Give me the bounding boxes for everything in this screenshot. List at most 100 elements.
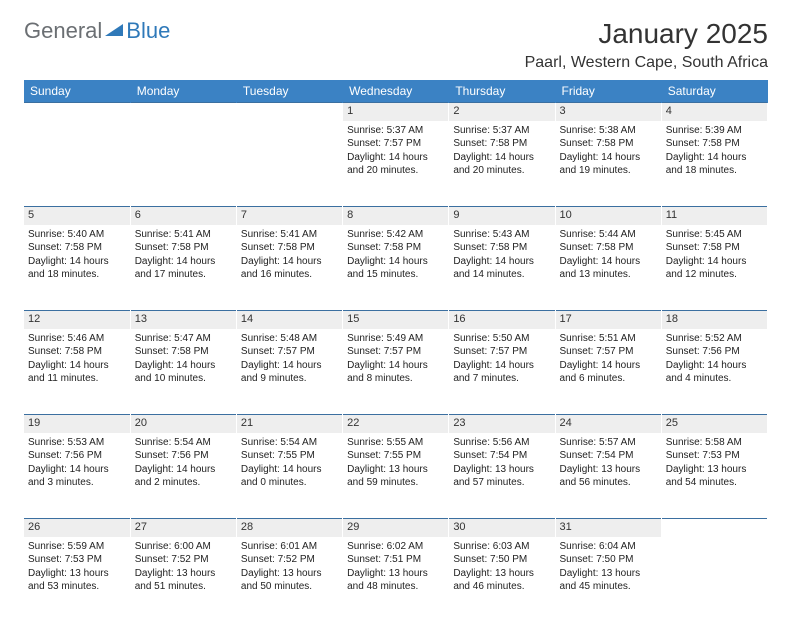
day-info-cell: Sunrise: 5:50 AMSunset: 7:57 PMDaylight:…	[449, 329, 555, 415]
daynum-row: 262728293031	[24, 519, 768, 537]
day-info-line: Daylight: 13 hours	[347, 567, 444, 581]
day-info-cell: Sunrise: 5:38 AMSunset: 7:58 PMDaylight:…	[555, 121, 661, 207]
daynum-row: 19202122232425	[24, 415, 768, 433]
day-info-line: and 46 minutes.	[453, 580, 550, 594]
day-info-line: and 16 minutes.	[241, 268, 338, 282]
day-info-line: and 48 minutes.	[347, 580, 444, 594]
day-number-cell: 9	[449, 207, 555, 225]
day-number-cell: 17	[555, 311, 661, 329]
day-info-line: Daylight: 14 hours	[453, 151, 550, 165]
day-info-cell: Sunrise: 5:37 AMSunset: 7:58 PMDaylight:…	[449, 121, 555, 207]
day-info-line: Sunset: 7:58 PM	[453, 241, 550, 255]
location-label: Paarl, Western Cape, South Africa	[525, 54, 768, 72]
day-number-cell: 22	[343, 415, 449, 433]
day-number-cell	[130, 103, 236, 121]
day-info-line: Sunset: 7:54 PM	[560, 449, 657, 463]
day-info-cell: Sunrise: 5:47 AMSunset: 7:58 PMDaylight:…	[130, 329, 236, 415]
day-info-cell: Sunrise: 6:00 AMSunset: 7:52 PMDaylight:…	[130, 537, 236, 623]
day-info-line: and 0 minutes.	[241, 476, 338, 490]
day-info-line: Sunset: 7:55 PM	[241, 449, 338, 463]
day-info-cell: Sunrise: 5:58 AMSunset: 7:53 PMDaylight:…	[661, 433, 767, 519]
day-info-line: and 14 minutes.	[453, 268, 550, 282]
day-number-cell: 31	[555, 519, 661, 537]
day-info-line: Sunset: 7:58 PM	[666, 241, 763, 255]
day-info-line: Sunrise: 5:37 AM	[347, 124, 444, 138]
day-info-line: and 15 minutes.	[347, 268, 444, 282]
day-info-line: Sunrise: 6:04 AM	[560, 540, 657, 554]
weekday-header: Tuesday	[236, 80, 342, 103]
day-info-line: Sunrise: 6:03 AM	[453, 540, 550, 554]
day-info-line: and 18 minutes.	[666, 164, 763, 178]
day-info-line: Sunset: 7:58 PM	[241, 241, 338, 255]
day-info-line: and 59 minutes.	[347, 476, 444, 490]
day-info-cell: Sunrise: 6:03 AMSunset: 7:50 PMDaylight:…	[449, 537, 555, 623]
page-title: January 2025	[525, 18, 768, 50]
day-info-line: Daylight: 13 hours	[453, 463, 550, 477]
day-info-line: Daylight: 13 hours	[560, 567, 657, 581]
day-info-line: Daylight: 13 hours	[135, 567, 232, 581]
day-info-line: and 45 minutes.	[560, 580, 657, 594]
day-info-line: and 11 minutes.	[28, 372, 126, 386]
day-number-cell: 5	[24, 207, 130, 225]
day-info-line: Daylight: 14 hours	[241, 463, 338, 477]
day-info-line: Sunset: 7:58 PM	[560, 137, 657, 151]
day-info-line: Sunrise: 5:53 AM	[28, 436, 126, 450]
day-info-cell	[661, 537, 767, 623]
day-info-line: and 50 minutes.	[241, 580, 338, 594]
day-number-cell: 14	[236, 311, 342, 329]
day-info-line: Sunset: 7:58 PM	[560, 241, 657, 255]
day-info-line: Sunrise: 5:41 AM	[135, 228, 232, 242]
daynum-row: 567891011	[24, 207, 768, 225]
day-number-cell: 10	[555, 207, 661, 225]
day-info-row: Sunrise: 5:46 AMSunset: 7:58 PMDaylight:…	[24, 329, 768, 415]
day-info-cell	[130, 121, 236, 207]
day-info-line: Sunrise: 5:45 AM	[666, 228, 763, 242]
day-number-cell: 16	[449, 311, 555, 329]
calendar-table: SundayMondayTuesdayWednesdayThursdayFrid…	[24, 80, 768, 623]
day-info-line: and 13 minutes.	[560, 268, 657, 282]
day-info-line: Daylight: 13 hours	[560, 463, 657, 477]
day-number-cell: 30	[449, 519, 555, 537]
day-info-line: Daylight: 14 hours	[560, 151, 657, 165]
day-info-line: Sunset: 7:58 PM	[347, 241, 444, 255]
day-info-line: Sunrise: 6:00 AM	[135, 540, 232, 554]
day-info-cell: Sunrise: 5:55 AMSunset: 7:55 PMDaylight:…	[343, 433, 449, 519]
day-info-line: Sunset: 7:50 PM	[453, 553, 550, 567]
header: General Blue January 2025 Paarl, Western…	[24, 18, 768, 72]
day-info-line: and 8 minutes.	[347, 372, 444, 386]
day-info-line: Sunrise: 5:38 AM	[560, 124, 657, 138]
day-info-line: and 19 minutes.	[560, 164, 657, 178]
day-info-line: Sunrise: 5:59 AM	[28, 540, 126, 554]
day-info-cell: Sunrise: 5:40 AMSunset: 7:58 PMDaylight:…	[24, 225, 130, 311]
day-info-line: Sunrise: 5:46 AM	[28, 332, 126, 346]
day-info-line: Sunrise: 5:39 AM	[666, 124, 763, 138]
day-info-line: Daylight: 14 hours	[560, 255, 657, 269]
day-info-line: Sunrise: 5:48 AM	[241, 332, 338, 346]
day-info-cell: Sunrise: 5:42 AMSunset: 7:58 PMDaylight:…	[343, 225, 449, 311]
weekday-header: Saturday	[661, 80, 767, 103]
day-info-line: and 18 minutes.	[28, 268, 126, 282]
day-info-line: Sunrise: 5:40 AM	[28, 228, 126, 242]
day-info-line: Sunrise: 5:41 AM	[241, 228, 338, 242]
day-number-cell: 28	[236, 519, 342, 537]
day-info-line: Sunrise: 5:54 AM	[241, 436, 338, 450]
day-info-line: Sunset: 7:56 PM	[28, 449, 126, 463]
day-info-cell: Sunrise: 5:51 AMSunset: 7:57 PMDaylight:…	[555, 329, 661, 415]
day-info-line: Sunset: 7:56 PM	[666, 345, 763, 359]
day-number-cell: 19	[24, 415, 130, 433]
day-info-cell: Sunrise: 5:41 AMSunset: 7:58 PMDaylight:…	[236, 225, 342, 311]
day-info-line: Daylight: 13 hours	[453, 567, 550, 581]
day-info-line: Sunset: 7:58 PM	[135, 241, 232, 255]
day-info-line: Sunset: 7:50 PM	[560, 553, 657, 567]
day-info-line: Daylight: 14 hours	[28, 463, 126, 477]
day-info-line: Daylight: 14 hours	[347, 151, 444, 165]
day-info-line: Sunrise: 5:42 AM	[347, 228, 444, 242]
day-info-line: Sunrise: 5:57 AM	[560, 436, 657, 450]
day-number-cell: 26	[24, 519, 130, 537]
day-info-line: Sunset: 7:55 PM	[347, 449, 444, 463]
day-info-line: and 12 minutes.	[666, 268, 763, 282]
day-info-line: Sunrise: 5:58 AM	[666, 436, 763, 450]
day-number-cell: 12	[24, 311, 130, 329]
daynum-row: 1234	[24, 103, 768, 121]
day-info-line: and 6 minutes.	[560, 372, 657, 386]
